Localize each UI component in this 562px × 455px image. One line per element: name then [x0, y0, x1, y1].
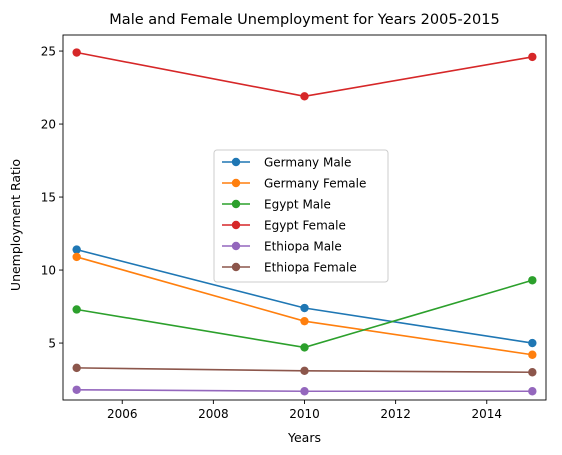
legend-marker-1	[231, 178, 241, 188]
y-tick-label-0: 5	[48, 337, 56, 351]
series-point-4-1	[300, 387, 309, 396]
x-tick-label-3: 2012	[380, 407, 411, 421]
series-point-5-1	[300, 366, 309, 375]
series-point-0-0	[72, 245, 81, 254]
legend: Germany Male Germany Female Egypt Male Egyp…	[213, 149, 389, 283]
legend-label-1: Germany Female	[264, 177, 366, 191]
legend-label-5: Ethiopa Female	[264, 261, 357, 275]
legend-label-2: Egypt Male	[264, 198, 331, 212]
series-point-3-2	[528, 52, 537, 62]
y-tick-label-4: 25	[41, 45, 56, 59]
x-axis-label: Years	[287, 430, 321, 445]
chart-title: Male and Female Unemployment for Years 2…	[109, 12, 499, 28]
plot-area: 2006 2008 2010 2012 2014 5 10 15 20 25	[41, 34, 547, 421]
series-point-1-1	[300, 316, 309, 326]
x-tick-label-2: 2010	[289, 407, 320, 421]
series-point-0-2	[528, 338, 537, 348]
x-tick-label-1: 2008	[198, 407, 229, 421]
legend-marker-2	[231, 199, 241, 209]
y-tick-label-2: 15	[41, 191, 56, 205]
series-point-3-0	[72, 48, 81, 57]
series-point-0-1	[300, 303, 309, 313]
series-point-4-2	[528, 387, 537, 396]
legend-label-0: Germany Male	[264, 156, 351, 170]
x-tick-label-0: 2006	[107, 407, 138, 421]
x-tick-label-4: 2014	[471, 407, 502, 421]
series-point-1-2	[528, 350, 537, 359]
series-point-1-0	[72, 252, 81, 262]
y-tick-label-1: 10	[41, 264, 56, 278]
y-axis-label: Unemployment Ratio	[8, 159, 23, 291]
series-point-4-0	[72, 385, 81, 394]
legend-box	[213, 149, 389, 283]
series-point-2-1	[300, 343, 309, 352]
legend-label-4: Ethiopa Male	[264, 240, 342, 254]
legend-marker-3	[231, 220, 241, 230]
legend-label-3: Egypt Female	[264, 219, 346, 233]
legend-marker-0	[231, 157, 241, 167]
series-line-2	[76, 279, 533, 349]
y-tick-label-3: 20	[41, 118, 56, 132]
series-line-3	[76, 51, 533, 98]
series-point-2-2	[528, 276, 537, 285]
series-point-5-2	[528, 368, 537, 377]
series-point-2-0	[72, 305, 81, 314]
series-point-5-0	[72, 363, 81, 373]
legend-marker-4	[231, 241, 241, 251]
series-point-3-1	[300, 92, 309, 101]
legend-marker-5	[231, 262, 241, 272]
